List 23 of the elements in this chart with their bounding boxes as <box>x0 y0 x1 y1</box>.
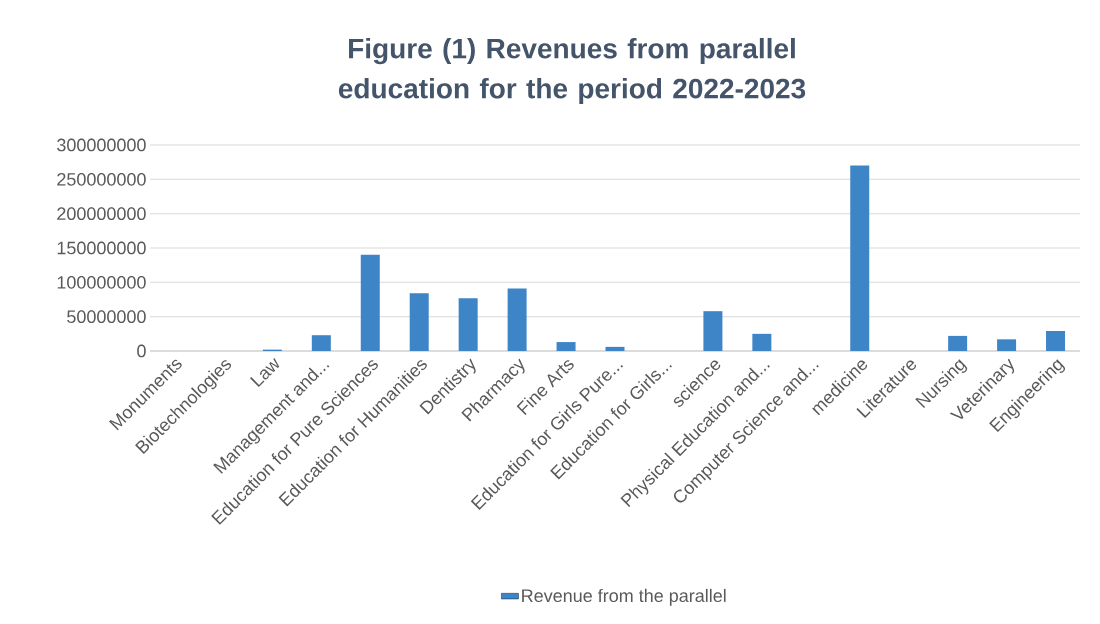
y-tick-label: 150000000 <box>57 241 146 255</box>
bar <box>703 311 723 351</box>
y-tick-label: 300000000 <box>57 138 146 152</box>
bar <box>948 335 968 351</box>
legend-label: Revenue from the parallel <box>522 588 726 606</box>
chart-title: Figure (1) Revenues from parallel education for the period 2022-2023 <box>338 37 806 105</box>
y-tick-label: 0 <box>137 344 146 358</box>
bar <box>997 339 1017 351</box>
bar <box>556 342 576 351</box>
bar <box>1046 331 1066 351</box>
bar <box>311 335 331 351</box>
y-tick-label: 250000000 <box>57 172 146 186</box>
bar <box>360 254 380 351</box>
bar <box>409 293 429 351</box>
y-tick-label: 200000000 <box>57 207 146 221</box>
bar <box>850 165 870 351</box>
bar <box>507 288 527 351</box>
bar <box>605 346 625 351</box>
y-tick-label: 100000000 <box>57 275 146 289</box>
y-tick-label: 50000000 <box>67 310 146 324</box>
bar <box>458 298 478 351</box>
bar <box>752 333 772 351</box>
x-tick-label: Law <box>250 358 280 388</box>
